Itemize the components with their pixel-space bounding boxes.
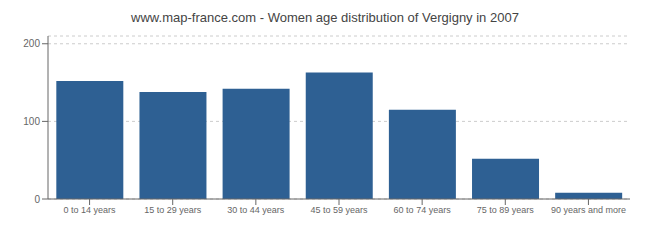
- html-text:www.map-france.com - Women age: www.map-france.com - Women age distribut…: [131, 10, 519, 25]
- svg-text:60 to 74 years: 60 to 74 years: [394, 205, 452, 215]
- svg-text:90 years and more: 90 years and more: [551, 205, 626, 215]
- svg-text:0: 0: [34, 194, 40, 205]
- svg-text:0 to 14 years: 0 to 14 years: [64, 205, 117, 215]
- svg-text:45 to 59 years: 45 to 59 years: [310, 205, 368, 215]
- svg-text:15 to 29 years: 15 to 29 years: [144, 205, 202, 215]
- svg-text:200: 200: [23, 38, 40, 49]
- svg-text:100: 100: [23, 116, 40, 127]
- svg-text:30 to 44 years: 30 to 44 years: [227, 205, 285, 215]
- svg-text:75 to 89 years: 75 to 89 years: [477, 205, 535, 215]
